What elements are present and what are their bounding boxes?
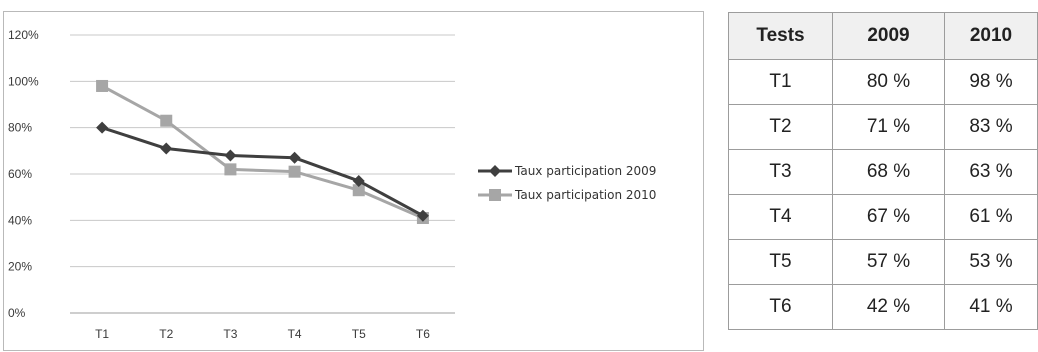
- y-tick-label: 60%: [8, 167, 32, 181]
- data-point: [160, 114, 173, 127]
- table-row: T6 42 % 41 %: [728, 284, 1038, 330]
- x-tick-label: T2: [159, 327, 173, 341]
- y-tick-label: 40%: [8, 213, 32, 227]
- data-point: [416, 209, 429, 222]
- table-cell-2010: 83 %: [944, 104, 1038, 150]
- header-tests: Tests: [728, 12, 833, 60]
- data-point: [160, 142, 173, 155]
- header-2010: 2010: [944, 12, 1038, 60]
- table-cell-test: T4: [728, 194, 833, 240]
- table-row: T2 71 % 83 %: [728, 104, 1038, 150]
- y-tick-label: 100%: [8, 74, 39, 88]
- y-tick-label: 20%: [8, 260, 32, 274]
- x-tick-label: T1: [95, 327, 109, 341]
- chart-canvas: 120% 100% 80% 60% 40% 20% 0% T1 T2 T3 T4 T5 T6 Taux p…: [8, 28, 656, 341]
- x-tick-label: T6: [416, 327, 430, 341]
- data-point: [96, 79, 109, 92]
- data-point: [224, 149, 237, 162]
- data-point: [288, 165, 301, 178]
- table-cell-2010: 98 %: [944, 59, 1038, 105]
- table-cell-2009: 42 %: [832, 284, 945, 330]
- table-cell-2009: 57 %: [832, 239, 945, 285]
- data-point: [489, 189, 501, 201]
- series-line: [101, 126, 424, 218]
- table-cell-2009: 80 %: [832, 59, 945, 105]
- x-tick-label: T4: [288, 327, 302, 341]
- table-cell-2010: 61 %: [944, 194, 1038, 240]
- participation-table: Tests 2009 2010 T1 80 % 98 % T2 71 % 83 …: [728, 12, 1038, 330]
- table-cell-test: T2: [728, 104, 833, 150]
- table-cell-2009: 68 %: [832, 149, 945, 195]
- data-point: [352, 174, 365, 187]
- table-cell-test: T6: [728, 284, 833, 330]
- y-tick-label: 120%: [8, 28, 39, 42]
- table-cell-2009: 67 %: [832, 194, 945, 240]
- data-point: [352, 184, 365, 197]
- table-cell-2010: 53 %: [944, 239, 1038, 285]
- x-tick-label: T3: [223, 327, 237, 341]
- table-row: T3 68 % 63 %: [728, 149, 1038, 195]
- data-point: [96, 121, 109, 134]
- legend-label: Taux participation 2010: [514, 188, 656, 202]
- y-tick-label: 80%: [8, 121, 32, 135]
- series-line: [101, 84, 424, 220]
- table-cell-test: T3: [728, 149, 833, 195]
- legend-label: Taux participation 2009: [514, 164, 656, 178]
- line-chart: 120% 100% 80% 60% 40% 20% 0% T1 T2 T3 T4 T5 T6 Taux p…: [3, 11, 704, 351]
- x-tick-label: T5: [352, 327, 366, 341]
- header-2009: 2009: [832, 12, 945, 60]
- data-point: [489, 165, 501, 177]
- table-row: T4 67 % 61 %: [728, 194, 1038, 240]
- table-row: T5 57 % 53 %: [728, 239, 1038, 285]
- table-header-row: Tests 2009 2010: [728, 12, 1038, 60]
- table-cell-2010: 41 %: [944, 284, 1038, 330]
- data-point: [288, 151, 301, 164]
- table-cell-2010: 63 %: [944, 149, 1038, 195]
- table-cell-test: T5: [728, 239, 833, 285]
- data-point: [224, 163, 237, 176]
- table-cell-2009: 71 %: [832, 104, 945, 150]
- y-tick-label: 0%: [8, 306, 26, 320]
- table-row: T1 80 % 98 %: [728, 59, 1038, 105]
- table-cell-test: T1: [728, 59, 833, 105]
